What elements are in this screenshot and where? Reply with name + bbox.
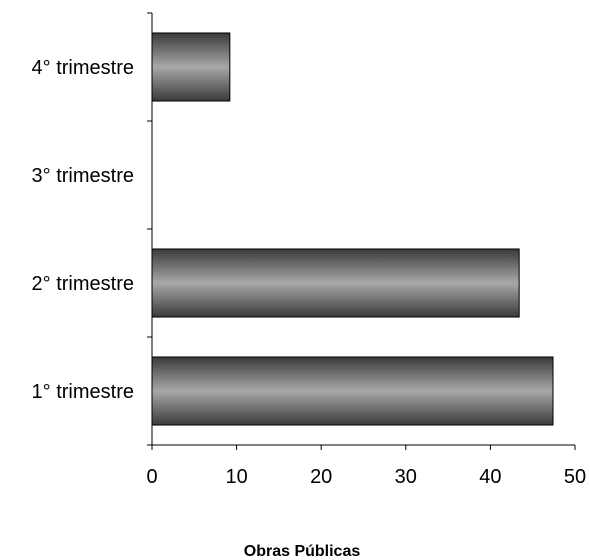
x-tick-label-30: 30 — [395, 466, 417, 488]
axes-group — [147, 12, 576, 450]
bar-1 — [151, 356, 554, 426]
bars-group — [151, 32, 554, 426]
category-labels: 1° trimestre 2° trimestre 3° trimestre 4° t… — [32, 57, 134, 403]
bar-2 — [151, 248, 520, 318]
x-tick-label-40: 40 — [479, 466, 501, 488]
x-axis-title: Obras Públicas — [244, 543, 361, 560]
x-tick-label-20: 20 — [310, 466, 332, 488]
x-tick-label-0: 0 — [146, 466, 157, 488]
category-label-2: 2° trimestre — [32, 273, 134, 295]
x-tick-label-10: 10 — [225, 466, 247, 488]
x-tick-label-50: 50 — [564, 466, 586, 488]
x-tick-labels: 0 10 20 30 40 50 — [146, 466, 586, 488]
category-label-3: 3° trimestre — [32, 165, 134, 187]
bar-4 — [151, 32, 231, 102]
category-label-1: 1° trimestre — [32, 381, 134, 403]
category-label-4: 4° trimestre — [32, 57, 134, 79]
